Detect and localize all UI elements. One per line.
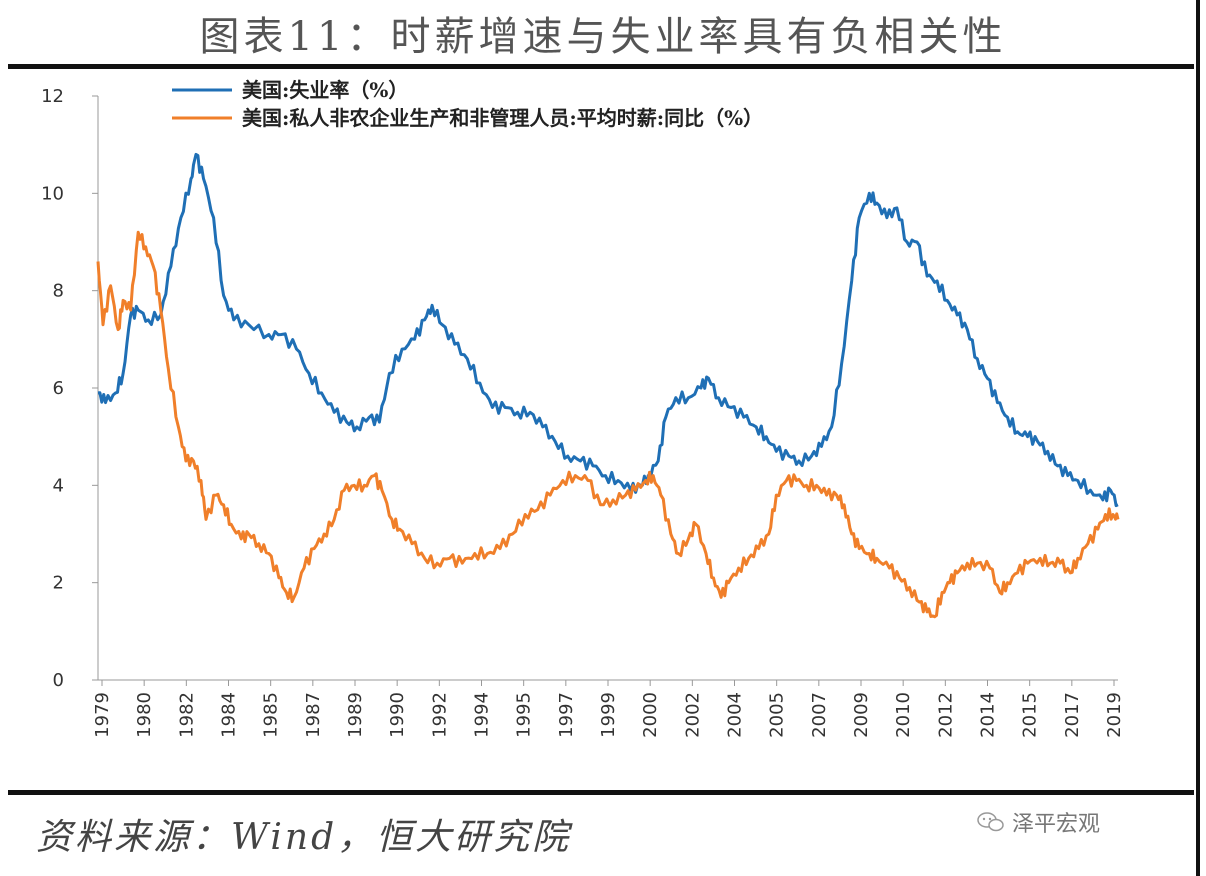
x-tick-label: 2014 <box>978 692 999 738</box>
x-tick-label: 1982 <box>176 692 197 738</box>
y-tick-label: 2 <box>53 573 64 594</box>
source-note: 资料来源：Wind，恒大研究院 <box>36 817 572 858</box>
x-tick-label: 1984 <box>219 692 240 738</box>
y-tick-label: 6 <box>53 378 64 399</box>
x-tick-label: 2004 <box>725 692 746 738</box>
watermark-text: 泽平宏观 <box>1012 812 1101 837</box>
x-tick-label: 2000 <box>640 692 661 738</box>
x-tick-label: 2007 <box>809 692 830 738</box>
y-tick-label: 4 <box>53 475 64 496</box>
x-tick-label: 2019 <box>1104 692 1125 738</box>
chart-axes: 0 2 4 6 8 10 12 1979 1980 1982 1984 1985 1987 1989 199… <box>41 86 1125 738</box>
series-layer <box>96 152 1120 619</box>
x-tick-label: 1985 <box>261 692 282 738</box>
y-tick-label: 12 <box>41 86 64 107</box>
x-tick-label: 1990 <box>387 692 408 738</box>
top-rule <box>8 64 1194 69</box>
x-tick-label: 2005 <box>767 692 788 738</box>
x-tick-label: 1980 <box>134 692 155 738</box>
x-tick-label: 1992 <box>429 692 450 738</box>
x-tick-label: 1999 <box>598 692 619 738</box>
legend-label-wage: 美国:私人非农企业生产和非管理人员:平均时薪:同比（%） <box>242 106 763 130</box>
right-frame-rule <box>1196 0 1200 876</box>
watermark: 泽平宏观 <box>976 806 1100 838</box>
unemployment-rate-line <box>97 152 1119 508</box>
legend-label-unemployment: 美国:失业率（%） <box>242 78 408 102</box>
wechat-icon <box>977 812 1004 832</box>
bottom-rule <box>8 790 1194 795</box>
x-tick-label: 1989 <box>345 692 366 738</box>
x-tick-label: 2015 <box>1020 692 1041 738</box>
hourly-wage-growth-line <box>96 230 1120 619</box>
line-chart: 0 2 4 6 8 10 12 1979 1980 1982 1984 1985 1987 1989 199… <box>41 78 1125 738</box>
x-tick-label: 2002 <box>682 692 703 738</box>
x-tick-label: 2010 <box>893 692 914 738</box>
chart-title: 图表11：时薪增速与失业率具有负相关性 <box>199 14 1007 60</box>
x-tick-label: 1995 <box>514 692 535 738</box>
x-tick-label: 1994 <box>472 692 493 738</box>
x-tick-label: 1987 <box>303 692 324 738</box>
x-tick-label: 1997 <box>556 692 577 738</box>
chart-legend: 美国:失业率（%） 美国:私人非农企业生产和非管理人员:平均时薪:同比（%） <box>172 78 763 130</box>
y-tick-label: 0 <box>53 670 64 691</box>
x-tick-label: 1979 <box>92 692 113 738</box>
x-tick-label: 2009 <box>851 692 872 738</box>
y-tick-label: 8 <box>53 281 64 302</box>
y-tick-label: 10 <box>41 183 64 204</box>
x-tick-label: 2017 <box>1062 692 1083 738</box>
x-tick-label: 2012 <box>935 692 956 738</box>
